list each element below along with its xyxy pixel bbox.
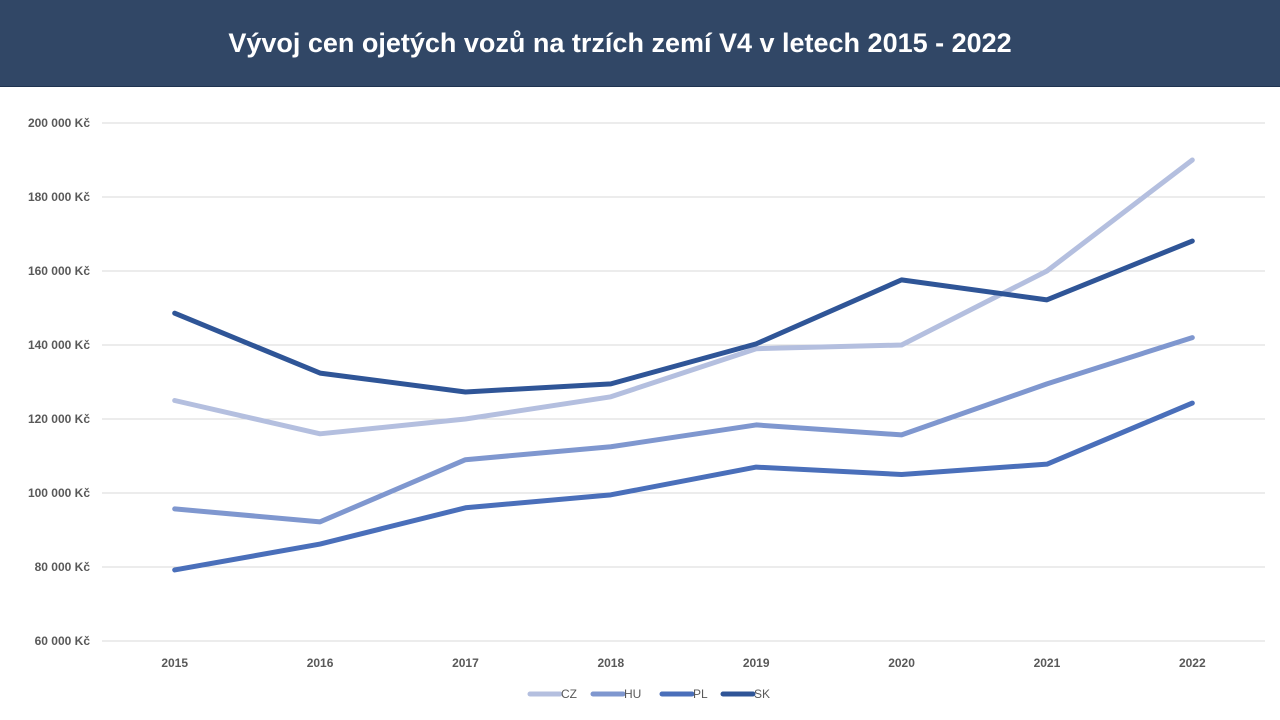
chart-title: Vývoj cen ojetých vozů na trzích zemí V4…: [228, 28, 1012, 58]
x-tick-label: 2017: [452, 656, 479, 670]
legend-label: CZ: [561, 687, 577, 701]
x-tick-label: 2016: [307, 656, 334, 670]
x-tick-label: 2018: [597, 656, 624, 670]
title-banner: Vývoj cen ojetých vozů na trzích zemí V4…: [0, 0, 1280, 87]
y-tick-label: 120 000 Kč: [28, 412, 90, 426]
x-tick-label: 2021: [1034, 656, 1061, 670]
y-tick-label: 100 000 Kč: [28, 486, 90, 500]
legend-label: HU: [624, 687, 641, 701]
series-line-sk: [172, 238, 1195, 395]
y-tick-label: 180 000 Kč: [28, 190, 90, 204]
y-tick-label: 160 000 Kč: [28, 264, 90, 278]
x-tick-label: 2019: [743, 656, 770, 670]
x-tick-label: 2022: [1179, 656, 1206, 670]
series-line-pl: [172, 400, 1195, 573]
y-tick-label: 80 000 Kč: [35, 560, 91, 574]
y-tick-label: 60 000 Kč: [35, 634, 91, 648]
y-tick-label: 140 000 Kč: [28, 338, 90, 352]
legend-label: SK: [754, 687, 770, 701]
y-tick-label: 200 000 Kč: [28, 116, 90, 130]
x-tick-label: 2020: [888, 656, 915, 670]
x-tick-label: 2015: [161, 656, 188, 670]
series-line-hu: [172, 335, 1195, 525]
legend-label: PL: [693, 687, 708, 701]
series-line-cz: [172, 157, 1195, 437]
